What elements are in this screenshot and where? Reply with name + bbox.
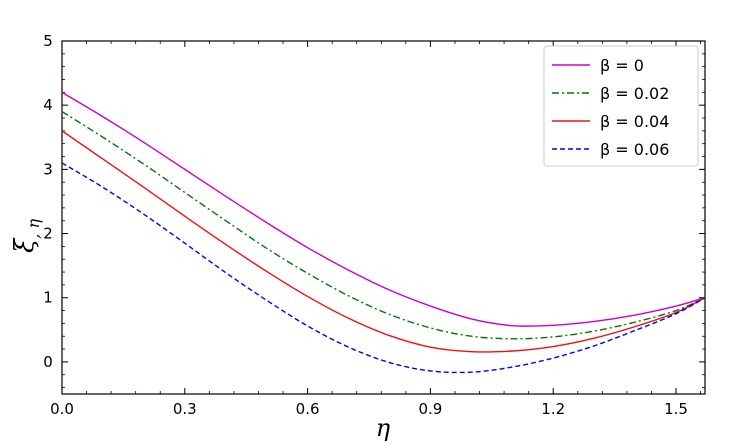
plot-frame bbox=[61, 40, 706, 395]
y-tick-label: 1 bbox=[43, 289, 53, 307]
y-axis-label: ξ, η bbox=[10, 219, 43, 254]
x-tick-label: 0.3 bbox=[173, 400, 197, 418]
y-tick-label: 2 bbox=[43, 225, 53, 243]
legend-label-1: β = 0 bbox=[600, 56, 644, 75]
legend-label-3: β = 0.04 bbox=[600, 112, 669, 131]
x-tick-label: 1.2 bbox=[541, 400, 565, 418]
svg-text:ξ, η: ξ, η bbox=[10, 219, 43, 254]
series-line-3 bbox=[61, 130, 706, 353]
y-tick-label: 4 bbox=[43, 96, 53, 114]
series-line-4 bbox=[61, 162, 706, 374]
x-tick-label: 1.5 bbox=[664, 400, 688, 418]
x-tick-label: 0.0 bbox=[50, 400, 74, 418]
x-axis-label: η bbox=[376, 414, 391, 442]
y-tick-label: 0 bbox=[43, 353, 53, 371]
legend-label-4: β = 0.06 bbox=[600, 140, 669, 159]
y-tick-label: 5 bbox=[43, 32, 53, 50]
legend: β = 0 β = 0.02 β = 0.04 β = 0.06 bbox=[543, 45, 699, 167]
series-line-1 bbox=[61, 91, 706, 327]
plot-area bbox=[61, 40, 706, 395]
legend-box bbox=[543, 45, 699, 167]
y-axis-label-main: ξ bbox=[10, 237, 40, 253]
y-tick-label: 3 bbox=[43, 160, 53, 178]
legend-label-2: β = 0.02 bbox=[600, 84, 669, 103]
x-tick-label: 0.9 bbox=[418, 400, 442, 418]
axis-ticks: 0.0 0.3 0.6 0.9 1.2 1.5 0 1 2 3 4 5 bbox=[43, 32, 705, 418]
series-layer bbox=[61, 91, 706, 374]
x-tick-label: 0.6 bbox=[296, 400, 320, 418]
y-axis-label-sub: , η bbox=[24, 219, 43, 239]
series-line-2 bbox=[61, 111, 706, 340]
